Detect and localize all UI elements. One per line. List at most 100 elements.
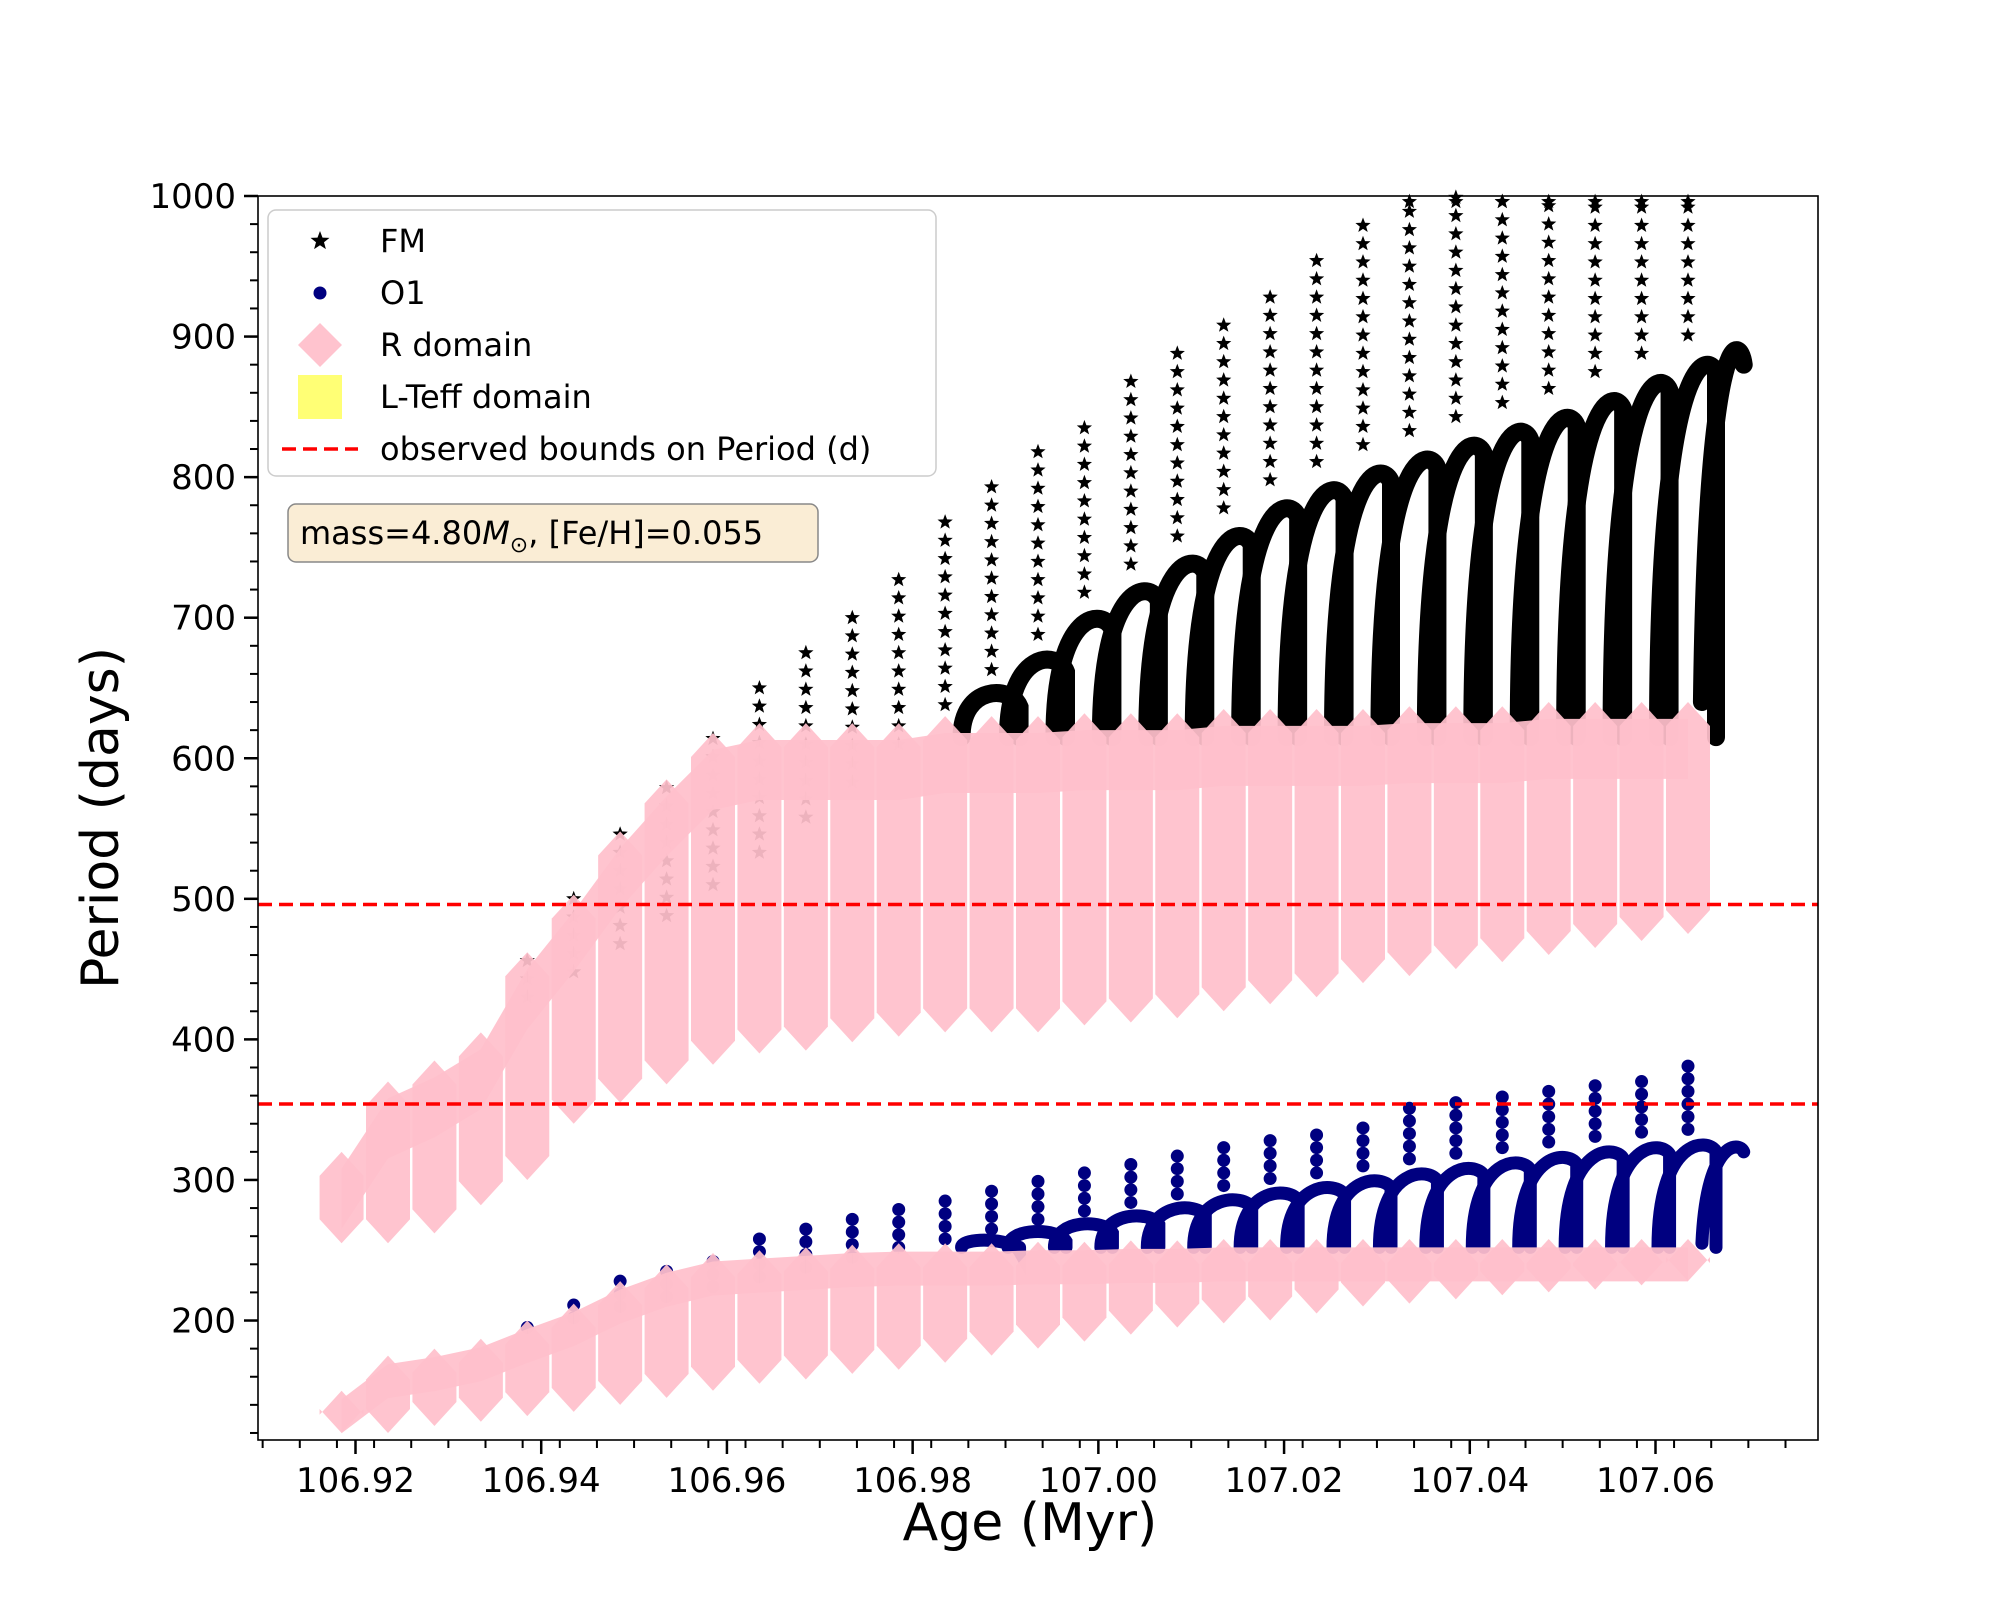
o1-point: [1635, 1075, 1649, 1089]
o1-point: [1356, 1121, 1370, 1135]
o1-point: [1588, 1129, 1602, 1143]
fm-star-point: [1587, 290, 1603, 306]
o1-crescent-final: [1695, 1140, 1751, 1250]
o1-point: [1263, 1172, 1277, 1186]
fm-star-point: [1030, 571, 1046, 587]
fm-star-point: [937, 696, 953, 712]
fm-star-point: [844, 628, 860, 643]
o1-crescent: [1651, 1138, 1723, 1254]
fm-star-point: [1123, 464, 1139, 480]
fm-star-point: [1680, 217, 1696, 232]
o1-crescent: [1605, 1141, 1677, 1254]
o1-point: [1402, 1139, 1416, 1153]
o1-point: [1170, 1149, 1184, 1163]
fm-crescent-final: [1692, 341, 1753, 712]
fm-star-point: [1262, 307, 1278, 322]
fm-star-point: [1494, 303, 1510, 318]
o1-point: [1077, 1191, 1091, 1205]
o1-point: [1217, 1166, 1231, 1180]
fm-star-point: [1448, 280, 1464, 296]
fm-star-point: [1309, 325, 1325, 341]
fm-star-point: [1587, 363, 1603, 379]
o1-point: [1077, 1179, 1091, 1193]
legend-square-icon: [298, 375, 342, 419]
o1-point: [1635, 1125, 1649, 1139]
fm-crescent: [1509, 408, 1586, 747]
fm-star-point: [1169, 382, 1185, 397]
fm-star-point: [1680, 193, 1696, 209]
fm-star-point: [1494, 266, 1510, 282]
fm-star-point: [1355, 382, 1371, 397]
fm-star-point: [844, 701, 860, 716]
o1-point: [1170, 1187, 1184, 1201]
fm-star-point: [1123, 428, 1139, 443]
o1-point: [1449, 1146, 1463, 1160]
fm-star-point: [1541, 344, 1557, 359]
fm-star-point: [1634, 272, 1650, 287]
o1-point: [1681, 1059, 1695, 1073]
fm-star-point: [1634, 217, 1650, 232]
fm-star-point: [1401, 240, 1417, 255]
fm-star-point: [1309, 252, 1325, 268]
fm-star-point: [1541, 252, 1557, 268]
x-tick-label: 107.00: [1039, 1461, 1158, 1501]
fm-star-point: [1262, 344, 1278, 359]
fm-star-point: [1123, 501, 1139, 516]
y-tick-label: 1000: [149, 177, 236, 217]
fm-star-point: [1401, 258, 1417, 273]
fm-star-point: [844, 646, 860, 661]
fm-star-point: [1076, 456, 1092, 471]
o1-point: [1170, 1162, 1184, 1176]
plot-marks: [258, 189, 1818, 1434]
fm-star-point: [1262, 289, 1278, 304]
o1-point: [1402, 1152, 1416, 1166]
o1-point: [1356, 1159, 1370, 1173]
fm-star-point: [937, 550, 953, 566]
fm-star-point: [1587, 199, 1603, 214]
fm-star-point: [751, 680, 767, 695]
fm-star-point: [1262, 417, 1278, 432]
fm-star-point: [1587, 345, 1603, 360]
fm-crescent: [1231, 499, 1308, 747]
fm-star-point: [1401, 386, 1417, 401]
fm-star-point: [1634, 199, 1650, 214]
o1-point: [1635, 1087, 1649, 1101]
fm-star-point: [1355, 217, 1371, 232]
fm-star-point: [1680, 254, 1696, 269]
y-axis-label: Period (days): [71, 647, 131, 989]
fm-star-point: [1262, 362, 1278, 377]
o1-point: [1542, 1110, 1556, 1124]
fm-star-point: [1262, 380, 1278, 395]
o1-point: [1263, 1146, 1277, 1160]
fm-crescent: [1324, 464, 1400, 747]
r-domain-fm-column: [1666, 702, 1710, 934]
o1-point: [1124, 1195, 1138, 1209]
fm-crescent: [1370, 450, 1447, 747]
fm-star-point: [1216, 463, 1232, 478]
o1-point: [1310, 1153, 1324, 1167]
o1-point: [938, 1219, 952, 1233]
fm-star-point: [1030, 535, 1046, 550]
y-tick-label: 400: [171, 1020, 236, 1060]
o1-point: [985, 1184, 999, 1198]
fm-star-point: [1309, 344, 1325, 359]
fm-star-point: [1494, 248, 1510, 263]
fm-star-point: [1587, 327, 1603, 342]
o1-point: [1495, 1128, 1509, 1142]
fm-crescent: [1138, 554, 1215, 747]
fm-star-point: [937, 605, 953, 620]
o1-point: [938, 1232, 952, 1246]
fm-star-point: [1216, 408, 1232, 424]
fm-star-point: [1076, 584, 1092, 599]
fm-crescent: [1277, 481, 1354, 747]
annotation-suffix: , [Fe/H]=0.055: [528, 514, 763, 552]
fm-star-point: [1030, 443, 1046, 459]
fm-star-point: [1634, 193, 1650, 209]
fm-star-point: [984, 570, 1000, 585]
fm-star-point: [1076, 547, 1092, 563]
fm-star-point: [1123, 410, 1139, 425]
o1-point: [1077, 1204, 1091, 1218]
fm-star-point: [1355, 272, 1371, 287]
fm-star-point: [1169, 436, 1185, 452]
